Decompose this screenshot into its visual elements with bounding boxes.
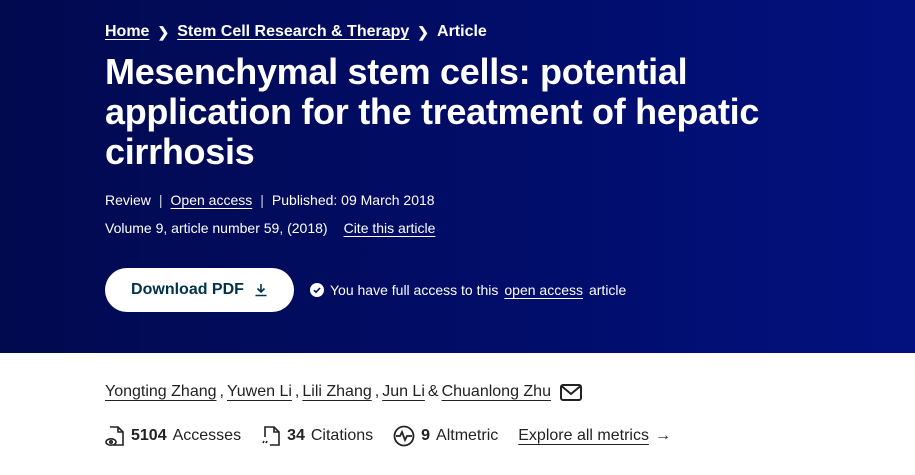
published-date: Published: 09 March 2018 xyxy=(271,192,435,208)
explore-metrics-link[interactable]: Explore all metrics xyxy=(518,427,649,444)
divider: | xyxy=(260,192,264,208)
article-citation-info: Volume 9, article number 59, (2018) Cite… xyxy=(105,220,915,236)
comma: , xyxy=(219,383,224,400)
author-link[interactable]: Yuwen Li xyxy=(226,383,292,400)
breadcrumb-home[interactable]: Home xyxy=(105,23,150,40)
accesses-count: 5104 xyxy=(131,427,167,444)
comma: , xyxy=(294,383,300,400)
access-text-end: article xyxy=(588,282,627,298)
altmetric-score: 9 xyxy=(421,427,431,444)
citations-count: 34 xyxy=(287,427,305,444)
volume-info: Volume 9, article number 59, (2018) xyxy=(105,220,328,236)
breadcrumb-journal[interactable]: Stem Cell Research & Therapy xyxy=(177,23,410,40)
article-metrics: 5104 Accesses 34 Citations 9 Altmetric Expl… xyxy=(0,401,915,447)
accesses-metric: 5104 Accesses xyxy=(105,425,241,447)
mail-icon[interactable] xyxy=(559,383,582,401)
check-circle-icon xyxy=(310,283,324,297)
chevron-right-icon: ❯ xyxy=(157,23,170,40)
author-list: Yongting Zhang, Yuwen Li, Lili Zhang, Ju… xyxy=(0,353,915,401)
citations-label: Citations xyxy=(310,427,374,444)
breadcrumb: Home ❯ Stem Cell Research & Therapy ❯ Ar… xyxy=(105,20,915,44)
altmetric-metric: 9 Altmetric xyxy=(393,425,498,447)
chevron-right-icon: ❯ xyxy=(417,23,430,40)
download-pdf-button[interactable]: Download PDF xyxy=(105,268,294,312)
divider: | xyxy=(158,192,163,208)
cite-article-link[interactable]: Cite this article xyxy=(343,220,436,236)
author-link[interactable]: Chuanlong Zhu xyxy=(441,383,551,400)
citations-metric: 34 Citations xyxy=(261,425,373,447)
document-eye-icon xyxy=(105,426,124,447)
article-meta: Review | Open access | Published: 09 March… xyxy=(105,192,915,208)
altmetric-icon xyxy=(393,425,415,447)
download-pdf-label: Download PDF xyxy=(131,281,244,298)
altmetric-label: Altmetric xyxy=(436,427,499,444)
accesses-label: Accesses xyxy=(172,427,242,444)
author-link[interactable]: Lili Zhang xyxy=(302,383,372,400)
document-quote-icon xyxy=(262,426,280,446)
article-header: Home ❯ Stem Cell Research & Therapy ❯ Ar… xyxy=(0,0,915,353)
article-type: Review xyxy=(105,192,151,208)
download-icon xyxy=(255,284,267,297)
access-notice: You have full access to this open access… xyxy=(310,282,626,298)
arrow-right-icon: → xyxy=(654,427,671,444)
open-access-link[interactable]: Open access xyxy=(170,192,253,208)
breadcrumb-current: Article xyxy=(437,23,487,40)
ampersand: & xyxy=(427,383,439,400)
author-link[interactable]: Jun Li xyxy=(382,383,425,400)
page-title: Mesenchymal stem cells: potential applic… xyxy=(105,51,760,172)
access-text: You have full access to this xyxy=(330,282,499,298)
open-access-info-link[interactable]: open access xyxy=(504,282,583,298)
author-link[interactable]: Yongting Zhang xyxy=(105,383,217,400)
comma: , xyxy=(374,383,380,400)
